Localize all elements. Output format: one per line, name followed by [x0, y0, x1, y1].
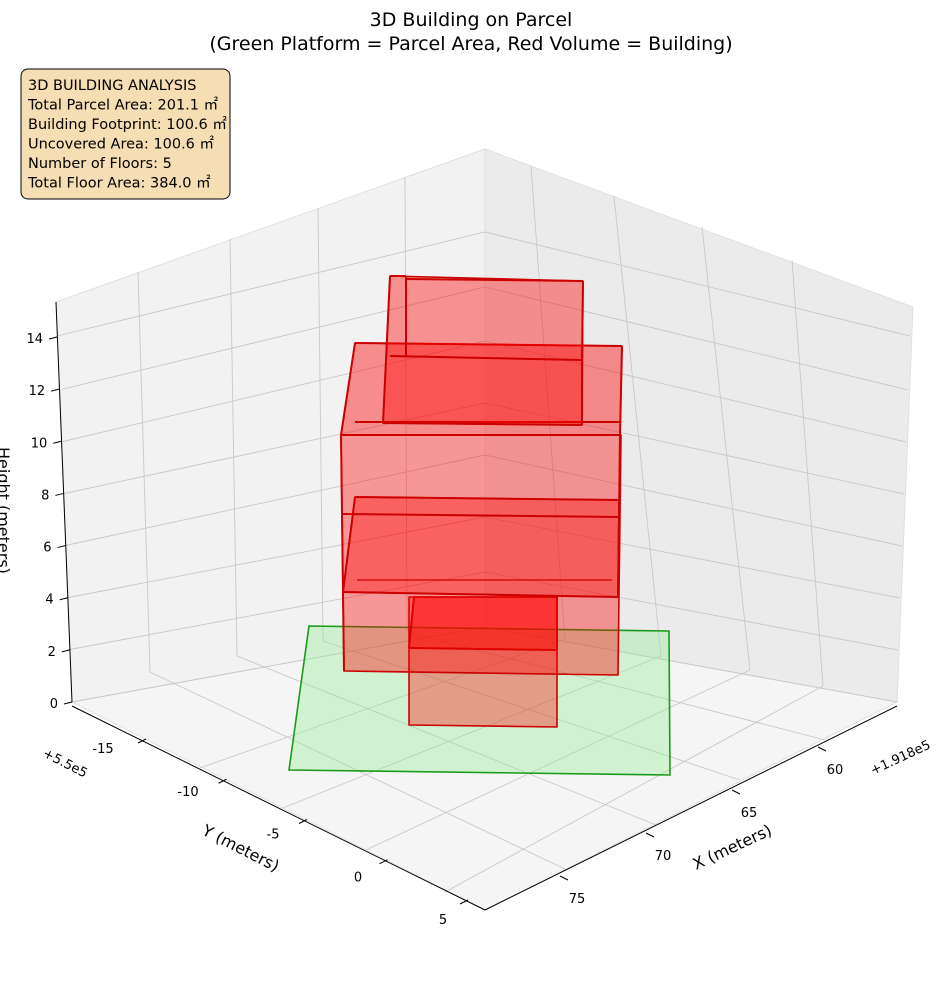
- building-block-lower: [408, 596, 558, 728]
- x-tick-label: 75: [569, 892, 586, 907]
- z-tick-label: 6: [43, 541, 51, 556]
- building-volume: [340, 275, 623, 728]
- y-tick-mark: [137, 738, 147, 744]
- y-tick-mark: [218, 778, 227, 784]
- z-tick-mark: [61, 649, 70, 653]
- analysis-line: Building Footprint: 100.6 ㎡: [28, 116, 227, 133]
- z-tick-label: 2: [48, 645, 56, 660]
- grid: [56, 165, 911, 893]
- analysis-line: 3D BUILDING ANALYSIS: [28, 78, 196, 94]
- y-tick-label: 0: [354, 870, 362, 885]
- x-tick-label: 60: [827, 763, 844, 778]
- z-tick-label: 4: [45, 593, 53, 608]
- x-tick-label: 65: [741, 806, 758, 821]
- x-tick-label: 70: [655, 849, 672, 864]
- x-tick-mark: [731, 789, 741, 795]
- building-block-top: [382, 275, 584, 426]
- y-offset-label: +5.5e5: [40, 746, 89, 781]
- z-tick-mark: [63, 701, 73, 705]
- chart-subtitle: (Green Platform = Parcel Area, Red Volum…: [209, 33, 732, 55]
- analysis-line: Number of Floors: 5: [28, 156, 172, 172]
- x-axis-ticks: 60 65 70 75: [559, 746, 844, 907]
- z-tick-mark: [59, 597, 68, 601]
- building-block-main: [340, 342, 623, 676]
- y-tick-mark: [298, 819, 308, 824]
- y-axis-ticks: -15 -10 -5 0 5: [92, 738, 469, 928]
- y-tick-label: -5: [267, 828, 280, 843]
- z-axis-ticks: 0 2 4 6 8 10 12 14: [26, 332, 73, 712]
- parcel-platform: [288, 625, 671, 776]
- analysis-annotation: 3D BUILDING ANALYSIS Total Parcel Area: 2…: [20, 68, 231, 200]
- axes: [55, 301, 898, 911]
- y-tick-mark: [459, 899, 469, 905]
- z-tick-label: 10: [31, 436, 48, 451]
- z-tick-mark: [55, 492, 64, 496]
- y-tick-mark: [379, 859, 388, 865]
- x-axis-label: X (meters): [690, 820, 775, 873]
- chart-title: 3D Building on Parcel: [370, 9, 573, 31]
- z-tick-mark: [53, 440, 62, 444]
- z-tick-mark: [57, 545, 66, 549]
- x-offset-label: +1.918e5: [868, 738, 933, 779]
- z-tick-label: 0: [50, 697, 58, 712]
- analysis-line: Total Floor Area: 384.0 ㎡: [27, 175, 211, 192]
- z-tick-label: 8: [41, 488, 49, 503]
- analysis-line: Total Parcel Area: 201.1 ㎡: [27, 97, 219, 114]
- z-tick-label: 12: [29, 384, 46, 399]
- x-tick-mark: [817, 746, 827, 752]
- y-tick-label: -15: [92, 742, 113, 757]
- y-tick-label: 5: [439, 913, 447, 928]
- z-tick-mark: [51, 388, 60, 392]
- z-axis-label: Height (meters): [0, 447, 13, 574]
- x-tick-mark: [645, 832, 655, 838]
- x-tick-mark: [559, 875, 569, 881]
- z-tick-label: 14: [26, 332, 43, 347]
- z-tick-mark: [48, 336, 58, 340]
- analysis-line: Uncovered Area: 100.6 ㎡: [28, 136, 215, 153]
- y-tick-label: -10: [177, 785, 198, 800]
